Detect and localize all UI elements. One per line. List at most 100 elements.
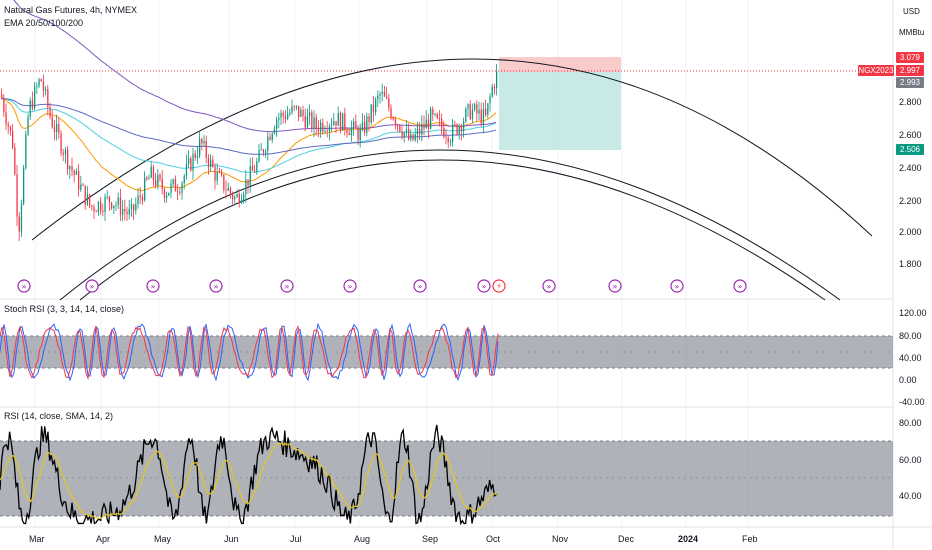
candle-body[interactable]: [357, 128, 359, 141]
candle-body[interactable]: [119, 197, 122, 215]
candle-body[interactable]: [342, 113, 344, 131]
candle-body[interactable]: [225, 189, 227, 191]
candle-body[interactable]: [397, 124, 399, 126]
candle-body[interactable]: [410, 134, 412, 140]
ema-legend[interactable]: EMA 20/50/100/200: [4, 18, 84, 28]
candle-body[interactable]: [496, 71, 498, 89]
arc-middle[interactable]: [59, 149, 841, 301]
candle-body[interactable]: [493, 86, 496, 89]
candle-body[interactable]: [467, 104, 469, 109]
candle-body[interactable]: [405, 129, 408, 133]
candle-body[interactable]: [260, 149, 262, 151]
candle-body[interactable]: [339, 112, 342, 131]
candle-body[interactable]: [236, 193, 238, 197]
candle-body[interactable]: [7, 124, 9, 127]
candle-body[interactable]: [139, 195, 141, 198]
candle-body[interactable]: [304, 116, 306, 128]
candle-body[interactable]: [133, 204, 135, 211]
candle-body[interactable]: [254, 170, 256, 173]
candle-body[interactable]: [181, 183, 183, 193]
candle-body[interactable]: [152, 166, 155, 181]
candle-body[interactable]: [210, 159, 212, 167]
dividend-event-icon[interactable]: [280, 279, 294, 293]
candle-body[interactable]: [216, 171, 218, 181]
candle-body[interactable]: [38, 79, 40, 87]
candle-body[interactable]: [207, 157, 210, 167]
candle-body[interactable]: [463, 121, 465, 132]
candle-body[interactable]: [25, 134, 27, 168]
candle-body[interactable]: [447, 137, 449, 143]
candle-body[interactable]: [377, 95, 379, 100]
candle-body[interactable]: [100, 201, 102, 211]
candle-body[interactable]: [280, 112, 282, 118]
candle-body[interactable]: [23, 167, 25, 204]
candle-body[interactable]: [27, 116, 29, 135]
candle-body[interactable]: [269, 136, 271, 140]
candle-body[interactable]: [86, 194, 89, 205]
candle-body[interactable]: [381, 91, 383, 95]
candle-body[interactable]: [293, 106, 295, 108]
candle-body[interactable]: [403, 132, 405, 137]
candle-body[interactable]: [267, 136, 269, 152]
candle-body[interactable]: [436, 113, 438, 118]
candle-body[interactable]: [311, 112, 313, 129]
dividend-event-icon[interactable]: [608, 279, 622, 293]
candle-body[interactable]: [73, 170, 75, 175]
candle-body[interactable]: [458, 126, 460, 135]
candle-body[interactable]: [441, 118, 443, 128]
candle-body[interactable]: [298, 105, 300, 117]
candle-body[interactable]: [240, 199, 243, 204]
candle-body[interactable]: [289, 112, 291, 115]
candle-body[interactable]: [155, 180, 157, 186]
candle-body[interactable]: [126, 211, 128, 215]
candle-body[interactable]: [302, 110, 304, 117]
candle-body[interactable]: [71, 166, 73, 171]
candle-body[interactable]: [106, 196, 108, 198]
candle-body[interactable]: [223, 174, 225, 190]
candle-body[interactable]: [80, 184, 82, 190]
candle-body[interactable]: [306, 115, 309, 128]
candle-body[interactable]: [247, 179, 249, 186]
candle-body[interactable]: [295, 105, 298, 107]
candle-body[interactable]: [256, 161, 258, 173]
candle-body[interactable]: [113, 205, 115, 209]
candle-body[interactable]: [245, 179, 247, 195]
candle-body[interactable]: [190, 158, 192, 171]
candle-body[interactable]: [137, 195, 139, 204]
candle-body[interactable]: [480, 109, 482, 124]
candle-body[interactable]: [62, 152, 64, 155]
candle-body[interactable]: [478, 109, 480, 114]
candle-body[interactable]: [12, 130, 14, 148]
candle-body[interactable]: [144, 177, 146, 201]
candle-body[interactable]: [324, 130, 326, 132]
candle-body[interactable]: [348, 133, 350, 136]
candle-body[interactable]: [317, 127, 320, 132]
candle-body[interactable]: [49, 107, 51, 117]
unit-button[interactable]: MMBtu: [899, 28, 925, 37]
candle-body[interactable]: [401, 131, 403, 137]
rsi-legend[interactable]: RSI (14, close, SMA, 14, 2): [4, 411, 114, 421]
candle-body[interactable]: [130, 204, 133, 209]
rsi-ma-line[interactable]: [0, 441, 498, 520]
candle-body[interactable]: [408, 129, 410, 140]
candle-body[interactable]: [201, 139, 203, 144]
candle-body[interactable]: [432, 108, 434, 115]
candle-body[interactable]: [434, 113, 436, 115]
candle-body[interactable]: [31, 100, 34, 109]
candle-body[interactable]: [172, 179, 174, 184]
candle-body[interactable]: [386, 96, 388, 99]
candle-body[interactable]: [491, 86, 493, 97]
candle-body[interactable]: [328, 125, 331, 132]
candle-body[interactable]: [203, 140, 205, 144]
candle-body[interactable]: [221, 172, 223, 175]
dividend-event-icon[interactable]: [413, 279, 427, 293]
candle-body[interactable]: [205, 140, 207, 158]
candle-body[interactable]: [58, 123, 60, 134]
candle-body[interactable]: [115, 204, 117, 206]
candle-body[interactable]: [361, 121, 364, 130]
candle-body[interactable]: [183, 175, 185, 184]
candle-body[interactable]: [104, 196, 106, 212]
candle-body[interactable]: [53, 127, 56, 133]
candle-body[interactable]: [368, 116, 370, 123]
